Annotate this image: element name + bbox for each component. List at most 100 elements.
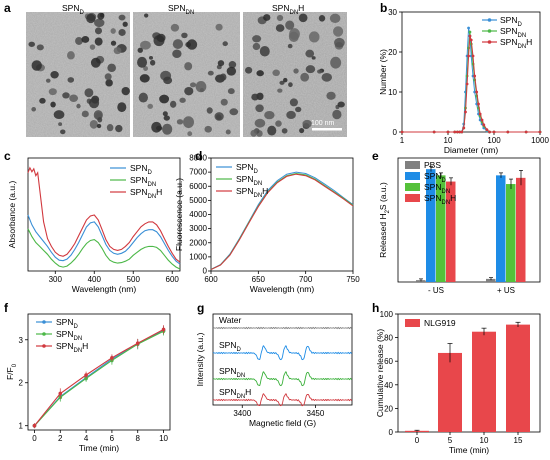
- nanoparticle: [259, 45, 270, 57]
- nanoparticle: [245, 66, 253, 74]
- nanoparticle: [76, 103, 81, 109]
- x-tick-label: 400: [88, 275, 102, 284]
- nanoparticle: [305, 65, 316, 74]
- nanoparticle: [118, 28, 126, 36]
- nanoparticle: [31, 60, 42, 71]
- x-tick-label: 500: [127, 275, 141, 284]
- nanoparticle: [189, 82, 197, 88]
- x-tick-label: 0: [32, 434, 37, 443]
- nanoparticle: [289, 28, 300, 40]
- scale-bar-label: 100 nm: [311, 120, 335, 127]
- nanoparticle: [275, 120, 282, 127]
- chart-d: 600 650 700 750 0 1000 2000 3000 4000 5000 6000 700…: [174, 154, 360, 295]
- nanoparticle: [162, 123, 173, 135]
- data-point: [473, 90, 477, 94]
- nanoparticle: [295, 106, 302, 113]
- category-label: + US: [497, 286, 515, 295]
- y-tick-label: 0: [393, 128, 398, 137]
- nanoparticle: [227, 88, 235, 95]
- chart-e: - US + US Released H2S (a.u.) PBSSPNDSPNDNS…: [378, 157, 541, 295]
- plot-frame: [397, 157, 541, 283]
- bar: [486, 278, 496, 282]
- data-point: [467, 54, 470, 58]
- x-tick-label: 6: [110, 434, 115, 443]
- nanoparticle: [219, 73, 227, 81]
- trace-label: Water: [219, 315, 242, 325]
- y-tick-label: 20: [388, 48, 397, 57]
- plot-frame: [27, 313, 171, 431]
- legend-label: SPND: [236, 162, 258, 175]
- panel-label-c: c: [4, 149, 11, 163]
- nanoparticle: [48, 88, 57, 96]
- nanoparticle: [28, 41, 36, 47]
- nanoparticle: [333, 26, 344, 37]
- nanoparticle: [184, 62, 193, 71]
- x-tick-label: 8: [136, 434, 141, 443]
- category-label: 0: [415, 436, 420, 445]
- nanoparticle: [293, 68, 299, 74]
- nanoparticle: [206, 107, 213, 114]
- nanoparticle: [122, 21, 128, 27]
- nanoparticle: [176, 119, 184, 125]
- x-tick-label: 700: [299, 275, 313, 284]
- x-tick-label: 2: [58, 434, 63, 443]
- nanoparticle: [137, 47, 143, 53]
- nanoparticle: [256, 70, 264, 77]
- category-label: 10: [480, 436, 489, 445]
- nanoparticle: [276, 14, 284, 22]
- x-tick-label: 100: [487, 136, 501, 145]
- bar: [506, 324, 530, 432]
- y-tick-label: 2000: [189, 238, 207, 247]
- nanoparticle: [144, 13, 149, 18]
- nanoparticle: [117, 102, 127, 113]
- legend-label: SPNDNH: [56, 341, 88, 354]
- legend-marker: [487, 40, 492, 44]
- y-axis-label: Fluorescence (a.u.): [174, 178, 184, 251]
- nanoparticle: [228, 61, 237, 69]
- nanoparticle: [225, 129, 231, 135]
- series-line: [34, 330, 164, 427]
- nanoparticle: [330, 56, 342, 69]
- series-line: [210, 172, 354, 270]
- panel-label-h: h: [372, 301, 379, 315]
- y-tick-label: 3: [19, 336, 24, 345]
- nanoparticle: [162, 111, 168, 117]
- nanoparticle: [31, 107, 37, 112]
- nanoparticle: [214, 112, 224, 121]
- legend-marker: [42, 344, 46, 348]
- x-axis-label: Wavelength (nm): [72, 284, 137, 294]
- scale-bar: [312, 128, 342, 131]
- data-point: [135, 341, 140, 346]
- data-point: [453, 130, 457, 134]
- nanoparticle: [89, 120, 98, 129]
- legend-marker: [487, 18, 492, 22]
- series-line: [210, 173, 354, 271]
- data-point: [538, 130, 542, 134]
- nanoparticle: [150, 59, 156, 66]
- micrograph-label-spn-dn-h: SPNDNH: [272, 3, 304, 16]
- legend-swatch: [405, 319, 420, 327]
- x-tick-label: 300: [49, 275, 63, 284]
- legend-label: SPNDNH: [500, 37, 532, 50]
- nanoparticle: [263, 14, 271, 21]
- data-point: [467, 26, 470, 30]
- micrograph-label-spn-d: SPND: [62, 3, 84, 16]
- nanoparticle: [318, 15, 326, 22]
- data-point: [455, 130, 459, 134]
- data-point: [84, 373, 88, 377]
- nanoparticle: [86, 13, 96, 24]
- nanoparticle: [148, 55, 153, 60]
- plot-frame: [27, 157, 181, 272]
- nanoparticle: [222, 41, 228, 47]
- nanoparticle: [329, 13, 341, 24]
- x-axis-label: Magnetic field (G): [249, 418, 316, 428]
- nanoparticle: [137, 56, 148, 68]
- y-tick-label: 2: [19, 379, 24, 388]
- data-point: [492, 130, 496, 134]
- y-tick-label: 4000: [189, 210, 207, 219]
- nanoparticle: [115, 124, 123, 133]
- tem-micrographs: SPND SPNDN SPNDNH 100 nm: [26, 3, 347, 137]
- x-tick-label: 600: [166, 275, 180, 284]
- plot-frame: [401, 11, 541, 133]
